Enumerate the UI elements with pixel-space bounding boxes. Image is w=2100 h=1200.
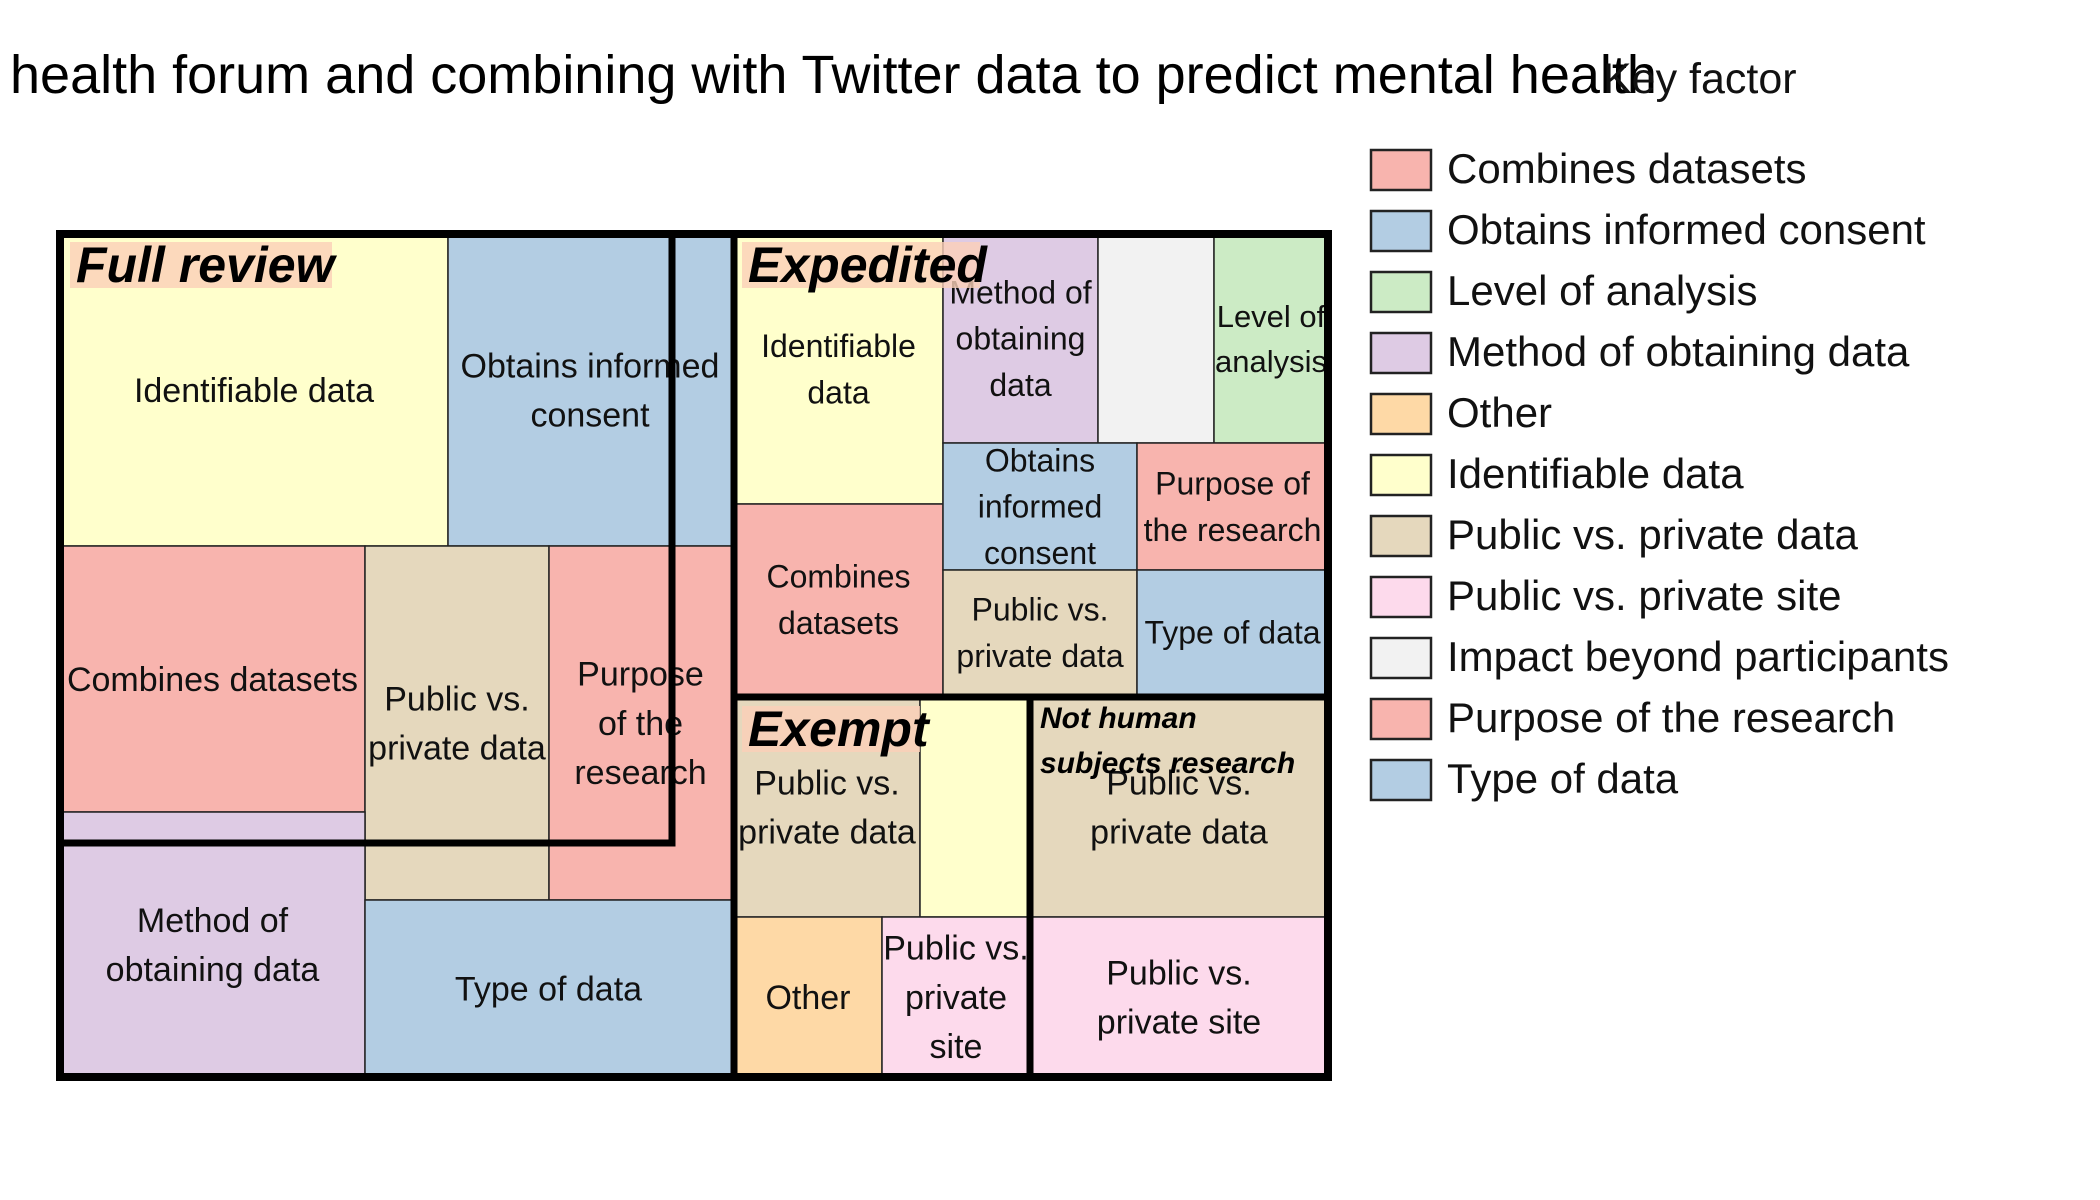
legend-label: Public vs. private data — [1447, 511, 1859, 558]
group-label-full-review: Full review — [76, 237, 338, 293]
tile-label: Method of obtaining data — [106, 902, 320, 989]
tile-label: Combines datasets — [67, 661, 358, 699]
tile-label: Obtains informed consent — [461, 347, 720, 434]
group-label-highlight — [70, 242, 332, 288]
tile-purpose-of-the-research — [1136, 442, 1329, 571]
tile-label: Obtains informed consent — [978, 442, 1103, 571]
legend-label: Public vs. private site — [1447, 572, 1842, 619]
legend-label: Other — [1447, 389, 1552, 436]
legend-swatch — [1369, 209, 1433, 253]
chart-title: health forum and combining with Twitter … — [10, 45, 1657, 105]
legend-label: Combines datasets — [1447, 145, 1807, 192]
legend-swatch — [1369, 575, 1433, 619]
tile-level-of-analysis — [1213, 233, 1329, 444]
legend-swatch — [1369, 453, 1433, 497]
tile-label: Public vs. private site — [883, 930, 1029, 1067]
legend: Key factor Combines datasets Obtains info… — [1369, 55, 1949, 802]
legend-swatch — [1369, 514, 1433, 558]
tile-label: Public vs. private data — [738, 764, 916, 851]
tile-label: Public vs. private site — [1097, 954, 1261, 1041]
tile-label: Purpose of the research — [1144, 466, 1322, 548]
legend-swatch — [1369, 270, 1433, 314]
treemap-tiles: Identifiable data Obtains informed consent… — [59, 233, 1329, 1078]
tile-label: Method of obtaining data — [949, 274, 1091, 403]
legend-swatch — [1369, 636, 1433, 680]
group-labels: Full review Expedited Exempt Not human subje… — [70, 237, 1295, 780]
legend-label: Type of data — [1447, 755, 1679, 802]
group-label-highlight — [742, 242, 980, 288]
legend-label: Method of obtaining data — [1447, 328, 1910, 375]
tile-impact-beyond-participants — [1097, 233, 1215, 444]
legend-swatch — [1369, 148, 1433, 192]
legend-label: Impact beyond participants — [1447, 633, 1949, 680]
tile-label: Public vs. private data — [956, 592, 1123, 674]
tile-type-of-data — [1136, 569, 1329, 696]
tile-method-of-obtaining-data — [59, 811, 366, 1078]
tile-public-vs-private-data — [942, 569, 1138, 696]
tile-combines-datasets — [733, 503, 944, 696]
tile-type-of-data — [364, 899, 733, 1078]
tile-label: Type of data — [1144, 615, 1320, 651]
tile-public-vs-private-data — [364, 545, 550, 901]
tile-label: Combines datasets — [766, 559, 910, 641]
tile-identifiable-data — [919, 696, 1031, 918]
tile-label: Other — [765, 979, 850, 1017]
legend-label: Obtains informed consent — [1447, 206, 1926, 253]
group-label-highlight — [742, 706, 920, 752]
tile-other — [733, 916, 883, 1078]
group-label-exempt: Exempt — [748, 701, 931, 757]
legend-label: Purpose of the research — [1447, 694, 1895, 741]
tile-label: Public vs. private data — [1090, 764, 1268, 851]
tile-label: Type of data — [455, 970, 642, 1008]
treemap-frame — [56, 230, 1332, 1081]
group-label-expedited: Expedited — [748, 237, 988, 293]
legend-swatch — [1369, 392, 1433, 436]
tile-label: Public vs. private data — [368, 680, 546, 767]
group-label-not-human-subjects-research: Not human subjects research — [1040, 702, 1295, 780]
group-borders — [56, 230, 1332, 1081]
legend-title: Key factor — [1603, 55, 1797, 103]
legend-swatch — [1369, 697, 1433, 741]
tile-public-vs-private-site — [1029, 916, 1329, 1078]
legend-label: Level of analysis — [1447, 267, 1758, 314]
tile-label: Level of analysis — [1215, 299, 1327, 379]
legend-label: Identifiable data — [1447, 450, 1744, 497]
tile-label: Identifiable data — [761, 328, 916, 410]
tile-label: Identifiable data — [134, 372, 374, 410]
tile-obtains-informed-consent — [447, 233, 733, 547]
legend-swatch — [1369, 758, 1433, 802]
legend-swatch — [1369, 331, 1433, 375]
